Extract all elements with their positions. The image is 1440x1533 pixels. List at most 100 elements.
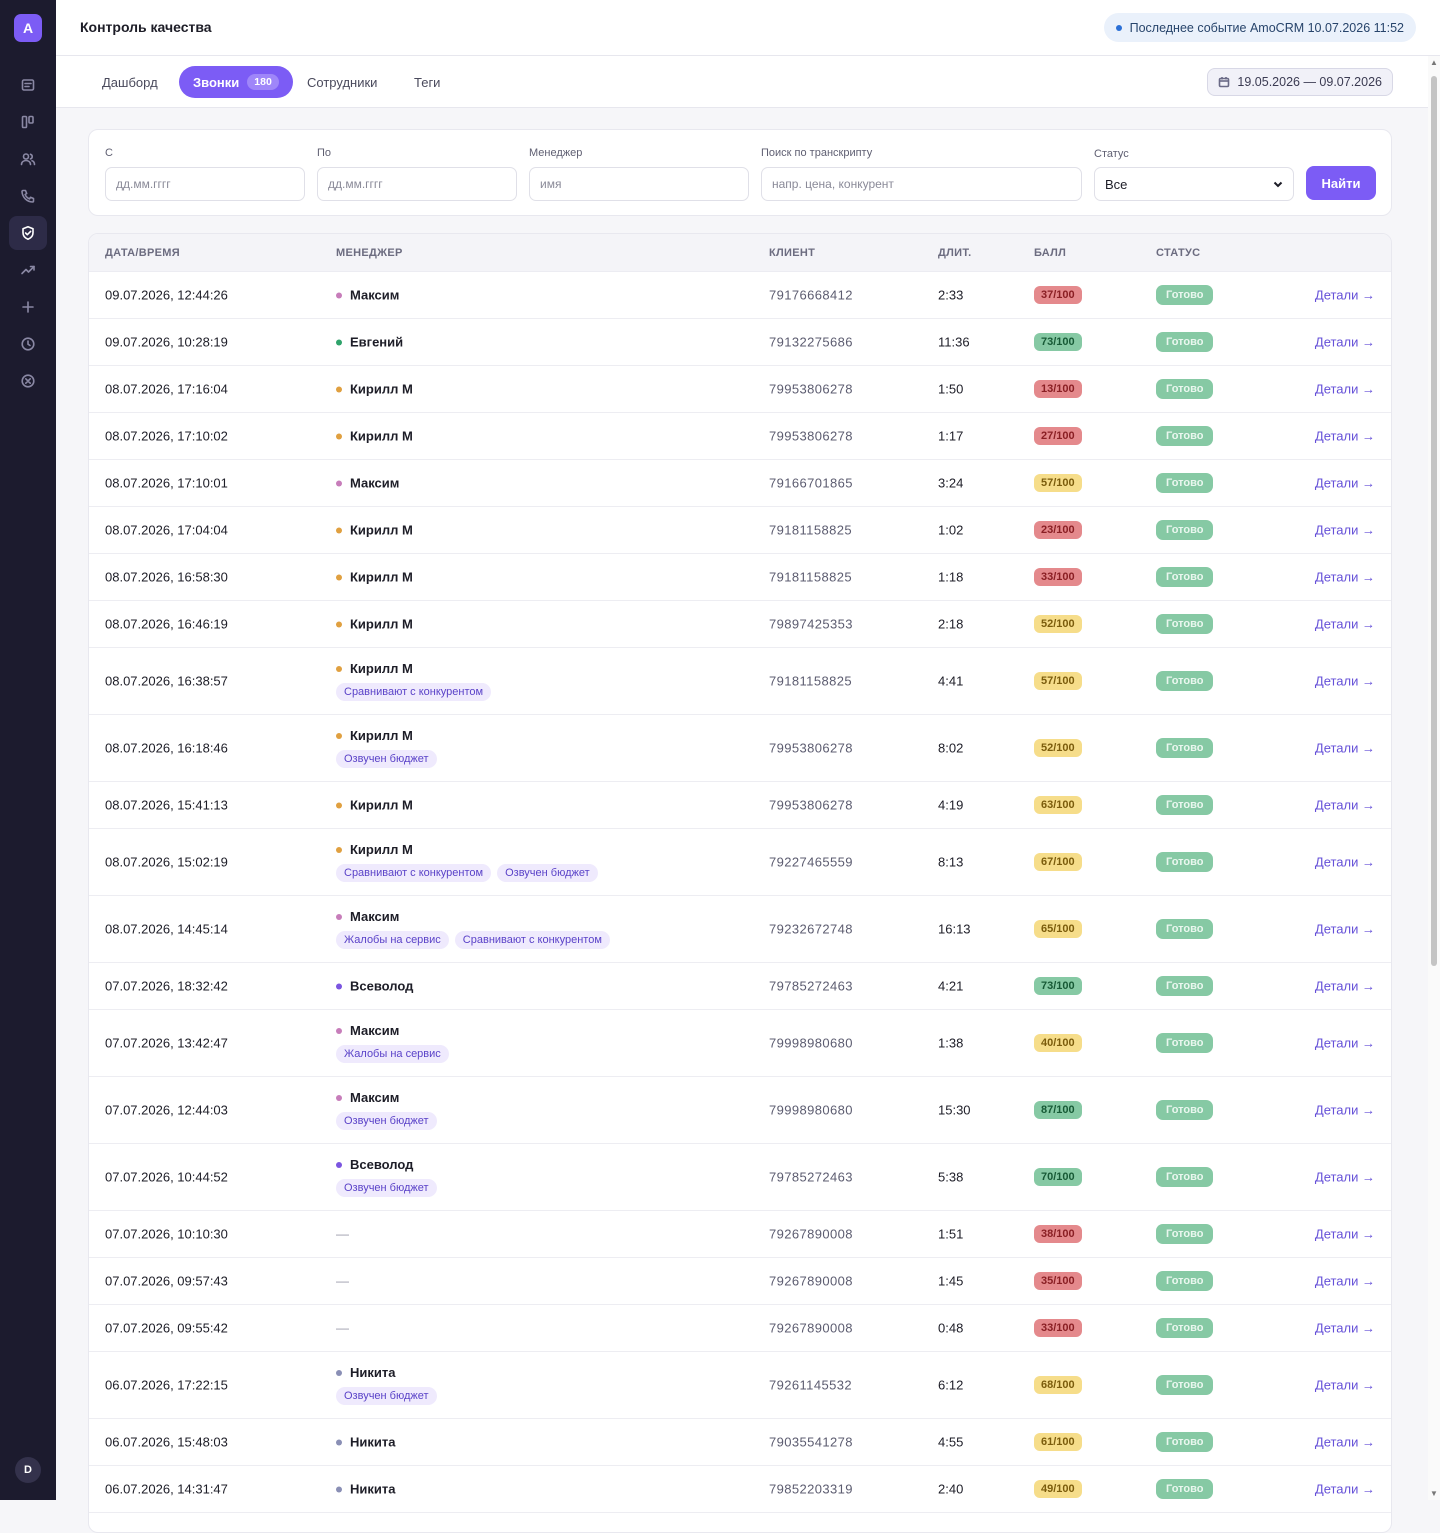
table-row[interactable]: 08.07.2026, 16:46:19 Кирилл М 7989742535… <box>89 601 1391 648</box>
details-link[interactable]: Детали → <box>1314 287 1375 303</box>
details-link[interactable]: Детали → <box>1314 616 1375 632</box>
call-datetime: 07.07.2026, 13:42:47 <box>105 1035 228 1051</box>
tag-chip[interactable]: Озвучен бюджет <box>497 864 598 882</box>
details-link[interactable]: Детали → <box>1314 1035 1375 1051</box>
from-date-input[interactable] <box>105 167 305 201</box>
manager-name: Кирилл М <box>336 429 413 444</box>
table-row[interactable]: 08.07.2026, 17:04:04 Кирилл М 7918115882… <box>89 507 1391 554</box>
status-cell: Готово <box>1156 426 1214 446</box>
to-date-input[interactable] <box>317 167 517 201</box>
page-scrollbar[interactable]: ▲ ▼ <box>1428 56 1440 1500</box>
nav-quality-control[interactable] <box>9 216 47 250</box>
details-link[interactable]: Детали → <box>1314 978 1375 994</box>
table-row[interactable]: 07.07.2026, 18:32:42 Всеволод 7978527246… <box>89 963 1391 1010</box>
table-row[interactable]: 09.07.2026, 12:44:26 Максим 79176668412 … <box>89 272 1391 319</box>
table-row[interactable]: 08.07.2026, 15:02:19 Кирилл М Сравнивают… <box>89 829 1391 896</box>
tag-chip[interactable]: Сравнивают с конкурентом <box>336 683 492 701</box>
tag-chip[interactable]: Жалобы на сервис <box>336 1045 449 1063</box>
score-badge: 52/100 <box>1034 739 1082 757</box>
search-label: Поиск по транскрипту <box>761 147 873 159</box>
score-badge: 57/100 <box>1034 672 1082 690</box>
table-row[interactable]: 08.07.2026, 17:10:01 Максим 79166701865 … <box>89 460 1391 507</box>
details-link[interactable]: Детали → <box>1314 428 1375 444</box>
manager-input[interactable] <box>529 167 749 201</box>
nav-users-icon[interactable] <box>9 142 47 176</box>
scroll-down-icon[interactable]: ▼ <box>1430 1489 1438 1498</box>
scroll-up-icon[interactable]: ▲ <box>1430 58 1438 67</box>
tab-employees[interactable]: Сотрудники <box>293 66 391 98</box>
manager-dot-icon <box>336 1161 342 1168</box>
transcript-search-input[interactable] <box>761 167 1082 201</box>
status-badge: Готово <box>1156 1271 1214 1291</box>
tag-chip[interactable]: Озвучен бюджет <box>336 1179 437 1197</box>
details-link[interactable]: Детали → <box>1314 475 1375 491</box>
table-row[interactable]: 06.07.2026, 15:48:03 Никита 79035541278 … <box>89 1419 1391 1466</box>
table-row[interactable]: 08.07.2026, 16:38:57 Кирилл М Сравнивают… <box>89 648 1391 715</box>
user-avatar[interactable]: D <box>15 1457 41 1483</box>
table-row[interactable]: 07.07.2026, 10:44:52 Всеволод Озвучен бю… <box>89 1144 1391 1211</box>
manager-cell: Кирилл М Сравнивают с конкурентом Озвучен… <box>336 842 598 882</box>
calls-table: ДАТА/ВРЕМЯ МЕНЕДЖЕР КЛИЕНТ ДЛИТ. БАЛЛ СТ… <box>88 233 1392 1533</box>
date-range-picker[interactable]: 19.05.2026 — 09.07.2026 <box>1207 68 1393 96</box>
status-select[interactable]: Все <box>1094 167 1294 201</box>
details-link[interactable]: Детали → <box>1314 673 1375 689</box>
table-row[interactable]: 08.07.2026, 17:10:02 Кирилл М 7995380627… <box>89 413 1391 460</box>
tag-chip[interactable]: Сравнивают с конкурентом <box>336 864 492 882</box>
details-link[interactable]: Детали → <box>1314 740 1375 756</box>
nav-close-circle-icon[interactable] <box>9 364 47 398</box>
manager-label: Кирилл М <box>350 661 413 676</box>
table-row[interactable]: 07.07.2026, 13:42:47 Максим Жалобы на се… <box>89 1010 1391 1077</box>
nav-clock-icon[interactable] <box>9 327 47 361</box>
tab-calls[interactable]: Звонки 180 <box>179 66 293 98</box>
find-button[interactable]: Найти <box>1306 166 1376 200</box>
tab-dashboard[interactable]: Дашборд <box>88 66 172 98</box>
table-row[interactable]: 08.07.2026, 15:41:13 Кирилл М 7995380627… <box>89 782 1391 829</box>
table-row[interactable]: 08.07.2026, 16:58:30 Кирилл М 7918115882… <box>89 554 1391 601</box>
tag-chip[interactable]: Сравнивают с конкурентом <box>454 931 610 949</box>
nav-kanban-icon[interactable] <box>9 105 47 139</box>
table-row[interactable]: 08.07.2026, 14:45:14 Максим Жалобы на се… <box>89 896 1391 963</box>
nav-phone-icon[interactable] <box>9 179 47 213</box>
table-row[interactable]: 09.07.2026, 10:28:19 Евгений 79132275686… <box>89 319 1391 366</box>
tag-chip[interactable]: Озвучен бюджет <box>336 1387 437 1405</box>
call-datetime: 07.07.2026, 18:32:42 <box>105 978 228 994</box>
tag-chip[interactable]: Озвучен бюджет <box>336 750 437 768</box>
details-link[interactable]: Детали → <box>1314 854 1375 870</box>
details-link[interactable]: Детали → <box>1314 1273 1375 1289</box>
call-duration: 2:33 <box>938 287 964 303</box>
table-header: ДАТА/ВРЕМЯ МЕНЕДЖЕР КЛИЕНТ ДЛИТ. БАЛЛ СТ… <box>89 234 1391 272</box>
tag-chip[interactable]: Жалобы на сервис <box>336 931 449 949</box>
table-row[interactable]: 08.07.2026, 16:18:46 Кирилл М Озвучен бю… <box>89 715 1391 782</box>
details-link[interactable]: Детали → <box>1314 1102 1375 1118</box>
table-row[interactable]: 07.07.2026, 09:55:42 — 79267890008 0:48 … <box>89 1305 1391 1352</box>
details-link[interactable]: Детали → <box>1314 569 1375 585</box>
table-row[interactable]: 07.07.2026, 10:10:30 — 79267890008 1:51 … <box>89 1211 1391 1258</box>
tab-tags[interactable]: Теги <box>400 66 454 98</box>
details-link[interactable]: Детали → <box>1314 522 1375 538</box>
table-row[interactable]: 06.07.2026, 14:31:47 Никита 79852203319 … <box>89 1466 1391 1513</box>
app-logo[interactable]: A <box>14 14 42 42</box>
details-link[interactable]: Детали → <box>1314 1169 1375 1185</box>
tag-chip[interactable]: Озвучен бюджет <box>336 1112 437 1130</box>
nav-document-icon[interactable] <box>9 68 47 102</box>
details-link[interactable]: Детали → <box>1314 334 1375 350</box>
details-link[interactable]: Детали → <box>1314 1377 1375 1393</box>
details-link[interactable]: Детали → <box>1314 797 1375 813</box>
nav-plus-icon[interactable] <box>9 290 47 324</box>
nav-trend-icon[interactable] <box>9 253 47 287</box>
table-row[interactable]: 08.07.2026, 17:16:04 Кирилл М 7995380627… <box>89 366 1391 413</box>
table-row[interactable]: 06.07.2026, 17:22:15 Никита Озвучен бюдж… <box>89 1352 1391 1419</box>
details-link[interactable]: Детали → <box>1314 1226 1375 1242</box>
manager-name: Всеволод <box>336 979 413 994</box>
details-link[interactable]: Детали → <box>1314 1320 1375 1336</box>
details-link[interactable]: Детали → <box>1314 1434 1375 1450</box>
table-row[interactable]: 07.07.2026, 09:57:43 — 79267890008 1:45 … <box>89 1258 1391 1305</box>
details-link[interactable]: Детали → <box>1314 921 1375 937</box>
scroll-thumb[interactable] <box>1431 76 1437 966</box>
manager-name: Евгений <box>336 335 403 350</box>
call-duration: 16:13 <box>938 921 971 937</box>
details-link[interactable]: Детали → <box>1314 381 1375 397</box>
table-row[interactable]: 07.07.2026, 12:44:03 Максим Озвучен бюдж… <box>89 1077 1391 1144</box>
details-link[interactable]: Детали → <box>1314 1481 1375 1497</box>
last-event-badge: Последнее событие AmoCRM 10.07.2026 11:5… <box>1103 13 1416 42</box>
